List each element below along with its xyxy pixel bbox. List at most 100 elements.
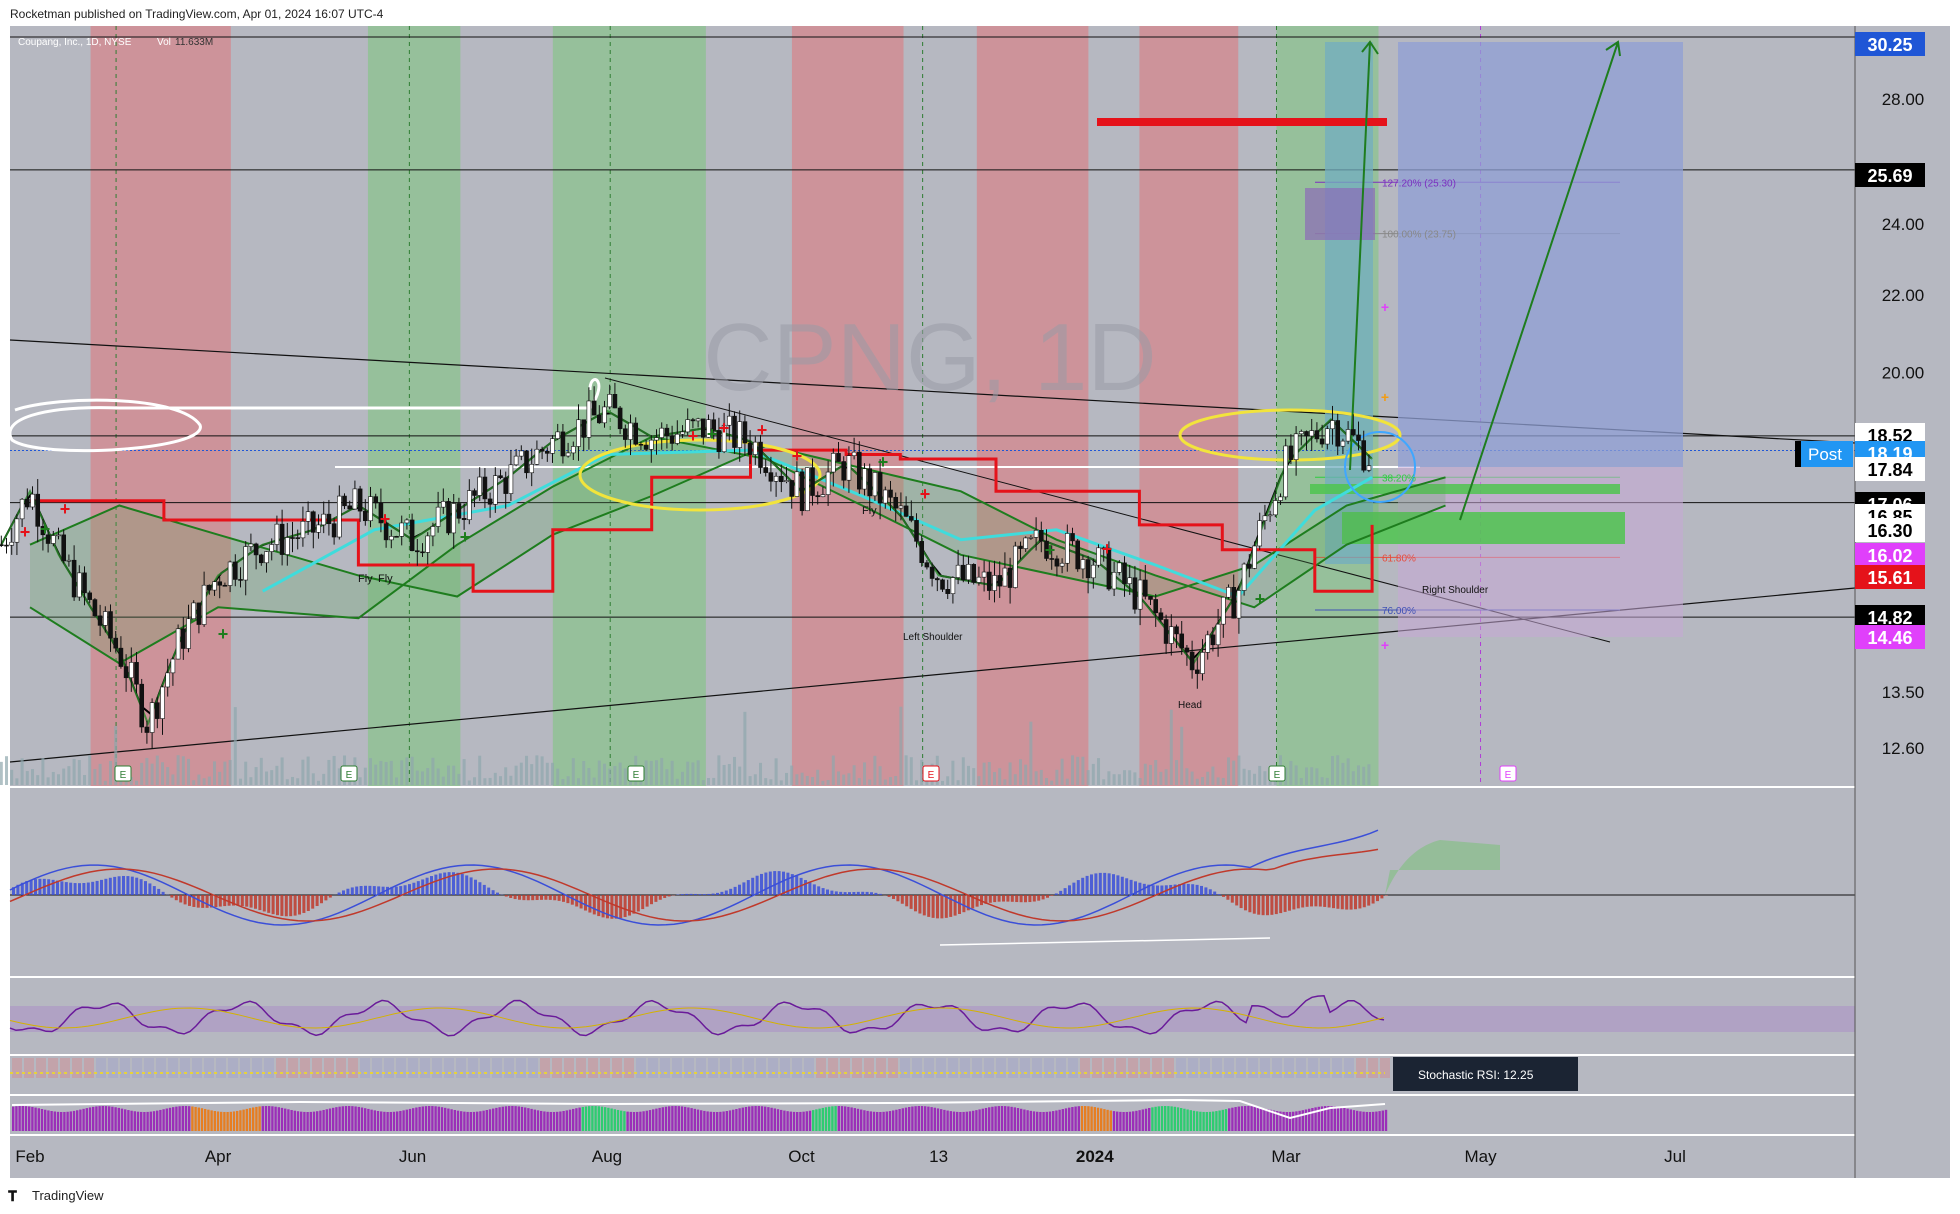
bottom-pane-bar [1304,1109,1308,1131]
macd-histogram-bar [1006,895,1010,902]
macd-histogram-bar [570,895,574,905]
volume-bar [873,755,877,785]
macd-histogram-bar [1054,893,1058,895]
bottom-pane-bar [623,1111,626,1131]
lower-pane-bar [1248,1058,1258,1078]
bottom-pane-bar [440,1107,444,1131]
bottom-pane-bar [232,1111,236,1131]
fib-box [1305,188,1375,240]
rsi-pane[interactable] [9,978,1855,1054]
signal-cross-icon: + [757,420,768,440]
macd-pane[interactable]: 1.00000.0000 [9,788,1929,976]
bottom-pane-bar [946,1110,949,1131]
macd-histogram-bar [1252,895,1256,914]
bottom-pane-bar [1116,1111,1119,1131]
bottom-pane-bar [1042,1111,1045,1131]
macd-histogram-bar [1120,876,1124,895]
macd-histogram-bar [830,890,834,895]
regime-zone [976,26,1089,786]
volume-bar [941,780,945,785]
volume-bar [1076,756,1080,785]
macd-histogram-bar [606,895,609,919]
candle-body [144,726,150,733]
bottom-pane-bar [888,1111,892,1131]
macd-histogram-bar [865,891,869,895]
volume-bar [1071,755,1075,785]
macd-histogram-bar [491,890,495,895]
bottom-pane-bar [1384,1109,1388,1131]
macd-histogram-bar [100,879,103,895]
candle-body [1215,623,1221,646]
candle-body [186,618,191,649]
bottom-pane-bar [210,1110,213,1131]
macd-histogram-bar [161,891,165,895]
bottom-pane-bar [789,1111,792,1131]
bottom-pane-bar [872,1111,876,1131]
candle-body [321,513,327,526]
macd-histogram-bar [262,895,266,912]
lower-pane[interactable]: Stochastic RSI: 12.250 [10,1056,1908,1094]
macd-histogram-bar [298,895,301,915]
volume-bar [1159,771,1163,785]
pattern-label: Right Shoulder [1422,585,1489,596]
volume-bar [613,766,617,785]
macd-histogram-bar [342,890,345,895]
macd-histogram-bar [469,877,473,895]
macd-histogram-bar [1288,895,1291,911]
lower-pane-bar [516,1058,526,1078]
bottom-pane-bar [1276,1111,1279,1131]
main-pane[interactable]: 127.20% (25.30) 100.00% (23.75) 38.20% 61.8… [0,26,1856,786]
volume-bar [519,762,523,785]
bottom-pane-bar [1106,1109,1109,1131]
macd-histogram-bar [82,882,86,895]
candle-body [586,400,592,438]
candle-body [903,505,909,517]
candle-body [1153,599,1159,614]
bottom-pane-bar [357,1106,360,1131]
lower-pane-bar [1260,1058,1270,1078]
bottom-pane-bar [293,1110,296,1131]
volume-bar [514,765,518,785]
bottom-pane[interactable]: 0.0000 [10,1096,1929,1139]
volume-bar [1029,721,1033,785]
candle-body [1169,626,1174,644]
macd-histogram-bar [284,895,288,917]
volume-bar [150,763,154,785]
candle-body [311,511,316,533]
price-badge [1855,457,1925,481]
macd-histogram-bar [614,895,618,919]
volume-bar [389,760,393,785]
candle-body [685,419,691,433]
volume-bar [603,763,607,785]
bottom-pane-bar [415,1107,418,1131]
x-tick-label: May [1464,1147,1497,1166]
volume-bar [124,779,128,785]
volume-bar [504,767,508,785]
bottom-pane-bar [284,1108,287,1131]
macd-histogram-bar [1318,895,1322,907]
macd-histogram-bar [588,895,592,913]
volume-bar [31,769,35,785]
bottom-pane-bar [280,1107,284,1131]
watermark: CPNG, 1D [703,304,1156,411]
signal-cross-icon: + [1102,539,1113,559]
volume-bar [1201,777,1205,785]
volume-bar [1034,771,1038,785]
candle-body [888,489,893,498]
bottom-pane-bar [392,1111,396,1131]
candle-body [1148,596,1153,600]
lower-pane-bar [1032,1058,1042,1078]
lower-pane-bar [36,1058,46,1078]
macd-histogram-bar [685,893,689,895]
candle-body [1335,420,1341,447]
volume-bar [192,780,196,785]
bottom-pane-bar [1176,1107,1180,1131]
lower-pane-bar [360,1058,370,1078]
bottom-pane-bar [338,1106,341,1131]
bottom-pane-bar [588,1106,591,1131]
volume-bar [1258,765,1262,785]
macd-histogram-bar [196,895,200,908]
macd-histogram-bar [430,876,433,895]
lower-pane-bar [468,1058,478,1078]
candle-body [61,534,67,562]
